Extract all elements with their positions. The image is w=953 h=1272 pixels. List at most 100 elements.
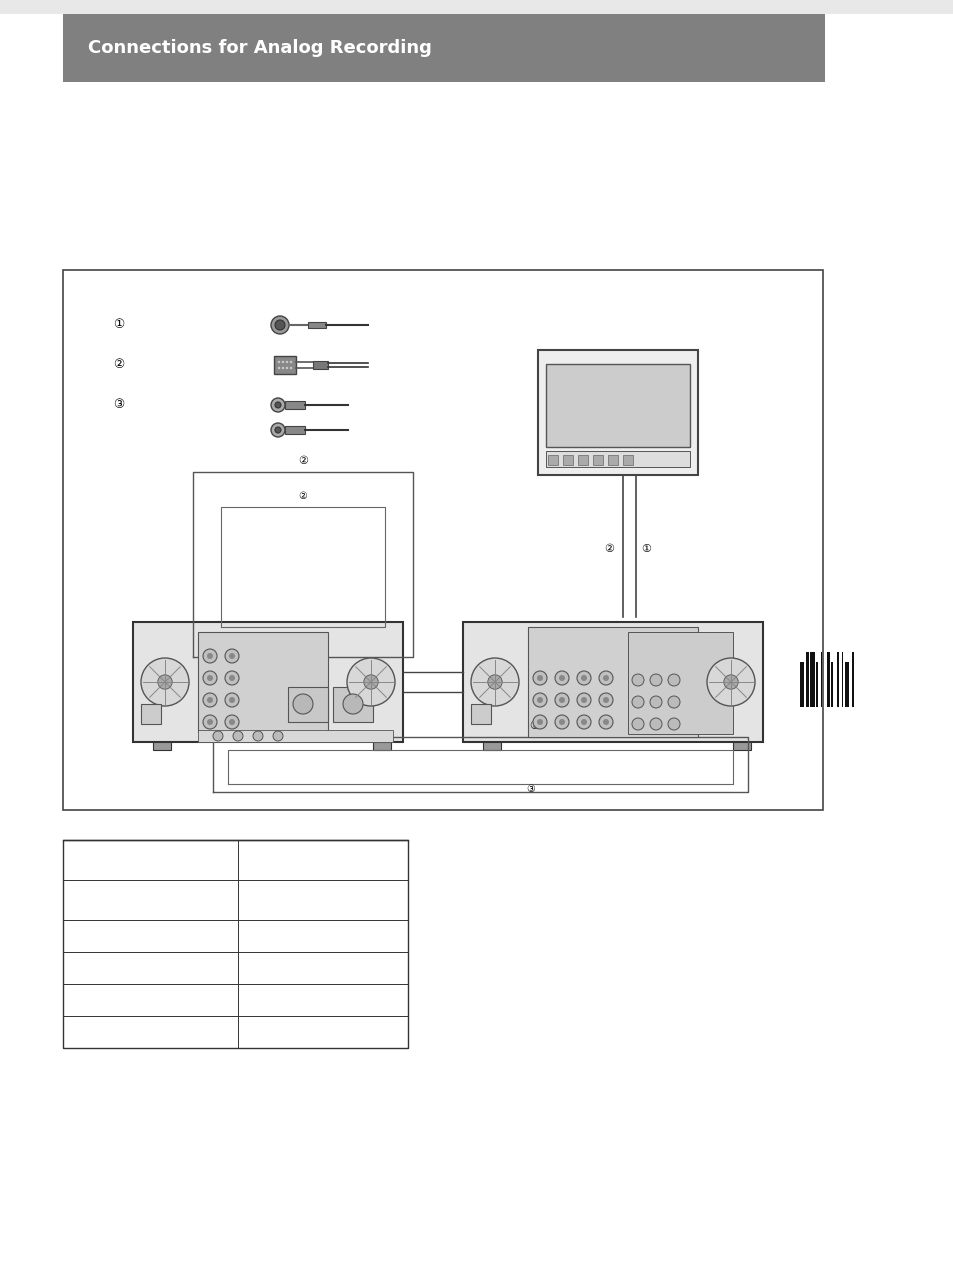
Circle shape (602, 675, 608, 681)
Bar (800, 661, 803, 707)
Circle shape (225, 715, 239, 729)
Circle shape (271, 315, 289, 335)
Circle shape (487, 675, 501, 689)
Circle shape (537, 675, 542, 681)
Bar (285, 401, 305, 410)
Circle shape (274, 321, 285, 329)
Circle shape (286, 366, 288, 369)
Bar (141, 703, 161, 724)
Circle shape (580, 697, 586, 703)
Circle shape (598, 715, 613, 729)
Circle shape (277, 361, 280, 364)
Circle shape (229, 719, 234, 725)
Circle shape (555, 693, 568, 707)
Bar (837, 653, 838, 707)
Circle shape (558, 719, 564, 725)
Circle shape (602, 719, 608, 725)
Circle shape (207, 653, 213, 659)
Circle shape (723, 675, 738, 689)
Circle shape (363, 675, 377, 689)
Bar (285, 426, 305, 434)
Bar (562, 455, 573, 466)
Circle shape (631, 674, 643, 686)
Text: Connections for Analog Recording: Connections for Analog Recording (88, 39, 432, 57)
Circle shape (225, 672, 239, 686)
Circle shape (207, 719, 213, 725)
Circle shape (347, 658, 395, 706)
Circle shape (290, 361, 292, 364)
Text: ②: ② (112, 359, 124, 371)
Bar (63, 840, 408, 1048)
Circle shape (253, 731, 263, 742)
Text: ②: ② (297, 455, 308, 466)
Bar (852, 653, 853, 707)
Bar (545, 452, 689, 467)
Circle shape (667, 696, 679, 709)
Circle shape (580, 675, 586, 681)
Circle shape (286, 361, 288, 364)
Bar (547, 455, 558, 466)
Circle shape (537, 697, 542, 703)
Circle shape (281, 361, 284, 364)
Text: ①: ① (640, 544, 650, 555)
Circle shape (157, 675, 172, 689)
Circle shape (577, 693, 590, 707)
Bar (627, 632, 732, 734)
Bar (373, 742, 391, 750)
Bar (537, 350, 698, 474)
Circle shape (631, 696, 643, 709)
Bar (816, 661, 817, 707)
Circle shape (277, 366, 280, 369)
Bar (545, 364, 689, 446)
Circle shape (649, 696, 661, 709)
Bar (198, 632, 328, 731)
Bar (0, 0, 953, 14)
Bar (288, 687, 328, 722)
Circle shape (577, 672, 590, 686)
Circle shape (533, 693, 546, 707)
Text: ②: ② (603, 544, 614, 555)
Circle shape (281, 366, 284, 369)
Circle shape (533, 672, 546, 686)
Circle shape (293, 695, 313, 714)
Circle shape (229, 697, 234, 703)
Bar (482, 742, 500, 750)
Circle shape (667, 717, 679, 730)
Bar (152, 742, 171, 750)
Bar (308, 322, 326, 328)
Text: ①: ① (112, 318, 124, 332)
Bar (471, 703, 491, 724)
Circle shape (631, 717, 643, 730)
Circle shape (537, 719, 542, 725)
Bar (333, 687, 373, 722)
Circle shape (598, 672, 613, 686)
Circle shape (602, 697, 608, 703)
Bar (841, 653, 842, 707)
Bar (732, 742, 750, 750)
Bar (527, 627, 698, 736)
Circle shape (598, 693, 613, 707)
Text: ③: ③ (112, 398, 124, 412)
Circle shape (141, 658, 189, 706)
Circle shape (271, 398, 285, 412)
Circle shape (274, 402, 281, 408)
Circle shape (229, 653, 234, 659)
Circle shape (290, 366, 292, 369)
Circle shape (213, 731, 223, 742)
Bar (63, 270, 822, 810)
Circle shape (203, 715, 216, 729)
Circle shape (649, 717, 661, 730)
Circle shape (274, 427, 281, 432)
Bar (274, 356, 295, 374)
Circle shape (580, 719, 586, 725)
Circle shape (203, 693, 216, 707)
Bar (607, 455, 618, 466)
Text: ②: ② (298, 491, 307, 501)
Circle shape (555, 715, 568, 729)
Circle shape (229, 675, 234, 681)
Bar (844, 661, 848, 707)
Circle shape (225, 693, 239, 707)
Circle shape (649, 674, 661, 686)
Circle shape (533, 715, 546, 729)
Circle shape (667, 674, 679, 686)
